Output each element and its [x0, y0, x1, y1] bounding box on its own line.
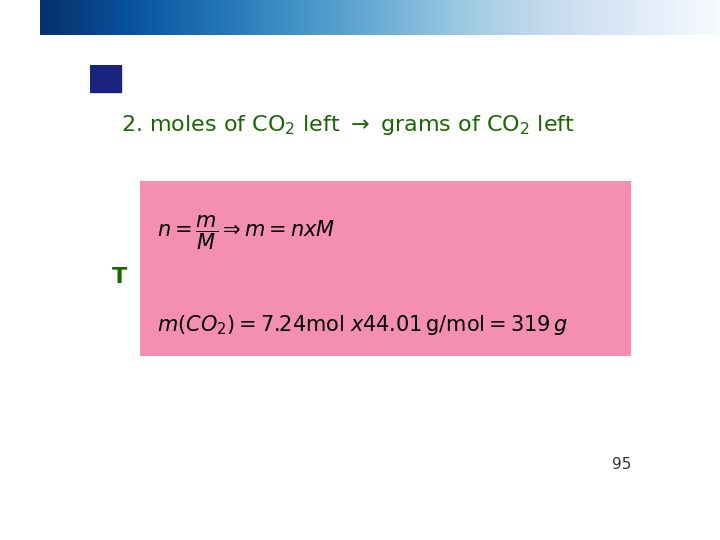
Text: T: T — [112, 267, 127, 287]
Bar — [140, 181, 631, 356]
Text: $n = \dfrac{m}{M} \Rightarrow m = nxM$: $n = \dfrac{m}{M} \Rightarrow m = nxM$ — [157, 214, 336, 253]
Text: 2. moles of CO$_2$ left $\rightarrow$ grams of CO$_2$ left: 2. moles of CO$_2$ left $\rightarrow$ gr… — [121, 113, 575, 137]
Bar — [90, 65, 121, 92]
Text: 95: 95 — [612, 457, 631, 472]
Text: $m(CO_2) = 7.24\mathrm{mol}\; x44.01\,\mathrm{g/mol} = 319\,g$: $m(CO_2) = 7.24\mathrm{mol}\; x44.01\,\m… — [157, 313, 568, 336]
